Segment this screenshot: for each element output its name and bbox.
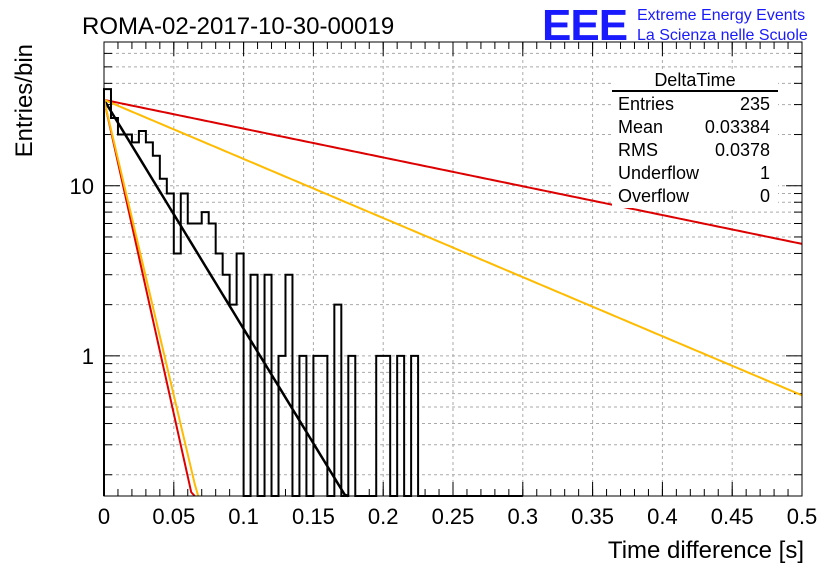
minor-ticks <box>103 41 803 496</box>
y-axis-label: Entries/bin <box>11 44 38 157</box>
x-tick-label: 0.35 <box>571 504 614 529</box>
stats-label: RMS <box>618 140 658 160</box>
fit-line <box>103 98 803 397</box>
stats-value: 1 <box>760 163 770 183</box>
fit-line <box>102 99 349 498</box>
x-tick-label: 0.45 <box>711 504 754 529</box>
fit-line <box>103 98 803 245</box>
eee-logo-mark: EEE <box>542 1 627 50</box>
stats-value: 0.03384 <box>705 117 770 137</box>
stats-label: Overflow <box>618 186 690 206</box>
stats-title: DeltaTime <box>654 70 735 90</box>
plot-frame <box>103 41 803 497</box>
stats-label: Entries <box>618 94 674 114</box>
histogram <box>103 88 523 497</box>
x-tick-label: 0.3 <box>508 504 539 529</box>
x-tick-labels: 0 0.05 0.1 0.15 0.2 0.25 0.3 0.35 0.4 0.45 0.5 <box>98 504 817 529</box>
y-tick-label: 10 <box>70 174 94 199</box>
x-tick-label: 0.4 <box>647 504 678 529</box>
stats-label: Mean <box>618 117 663 137</box>
chart-title: ROMA-02-2017-10-30-00019 <box>82 13 394 40</box>
x-tick-label: 0.25 <box>432 504 475 529</box>
grid <box>104 41 802 496</box>
logo-line-2: La Scienza nelle Scuole <box>637 27 808 44</box>
x-tick-label: 0.5 <box>787 504 818 529</box>
fit-lines <box>102 98 803 498</box>
stats-box: DeltaTime Entries 235 Mean 0.03384 RMS 0.0378… <box>612 70 778 208</box>
x-axis-label: Time difference [s] <box>608 537 804 564</box>
stats-label: Underflow <box>618 163 700 183</box>
x-tick-label: 0.05 <box>152 504 195 529</box>
fit-line <box>103 99 200 497</box>
x-tick-label: 0 <box>98 504 110 529</box>
y-tick-label: 1 <box>82 344 94 369</box>
x-tick-label: 0.2 <box>368 504 399 529</box>
x-tick-label: 0.15 <box>292 504 335 529</box>
stats-value: 0 <box>760 186 770 206</box>
y-tick-labels: 1 10 <box>70 174 94 369</box>
stats-value: 235 <box>740 94 770 114</box>
stats-value: 0.0378 <box>715 140 770 160</box>
logo-line-1: Extreme Energy Events <box>637 7 805 24</box>
x-tick-label: 0.1 <box>228 504 259 529</box>
